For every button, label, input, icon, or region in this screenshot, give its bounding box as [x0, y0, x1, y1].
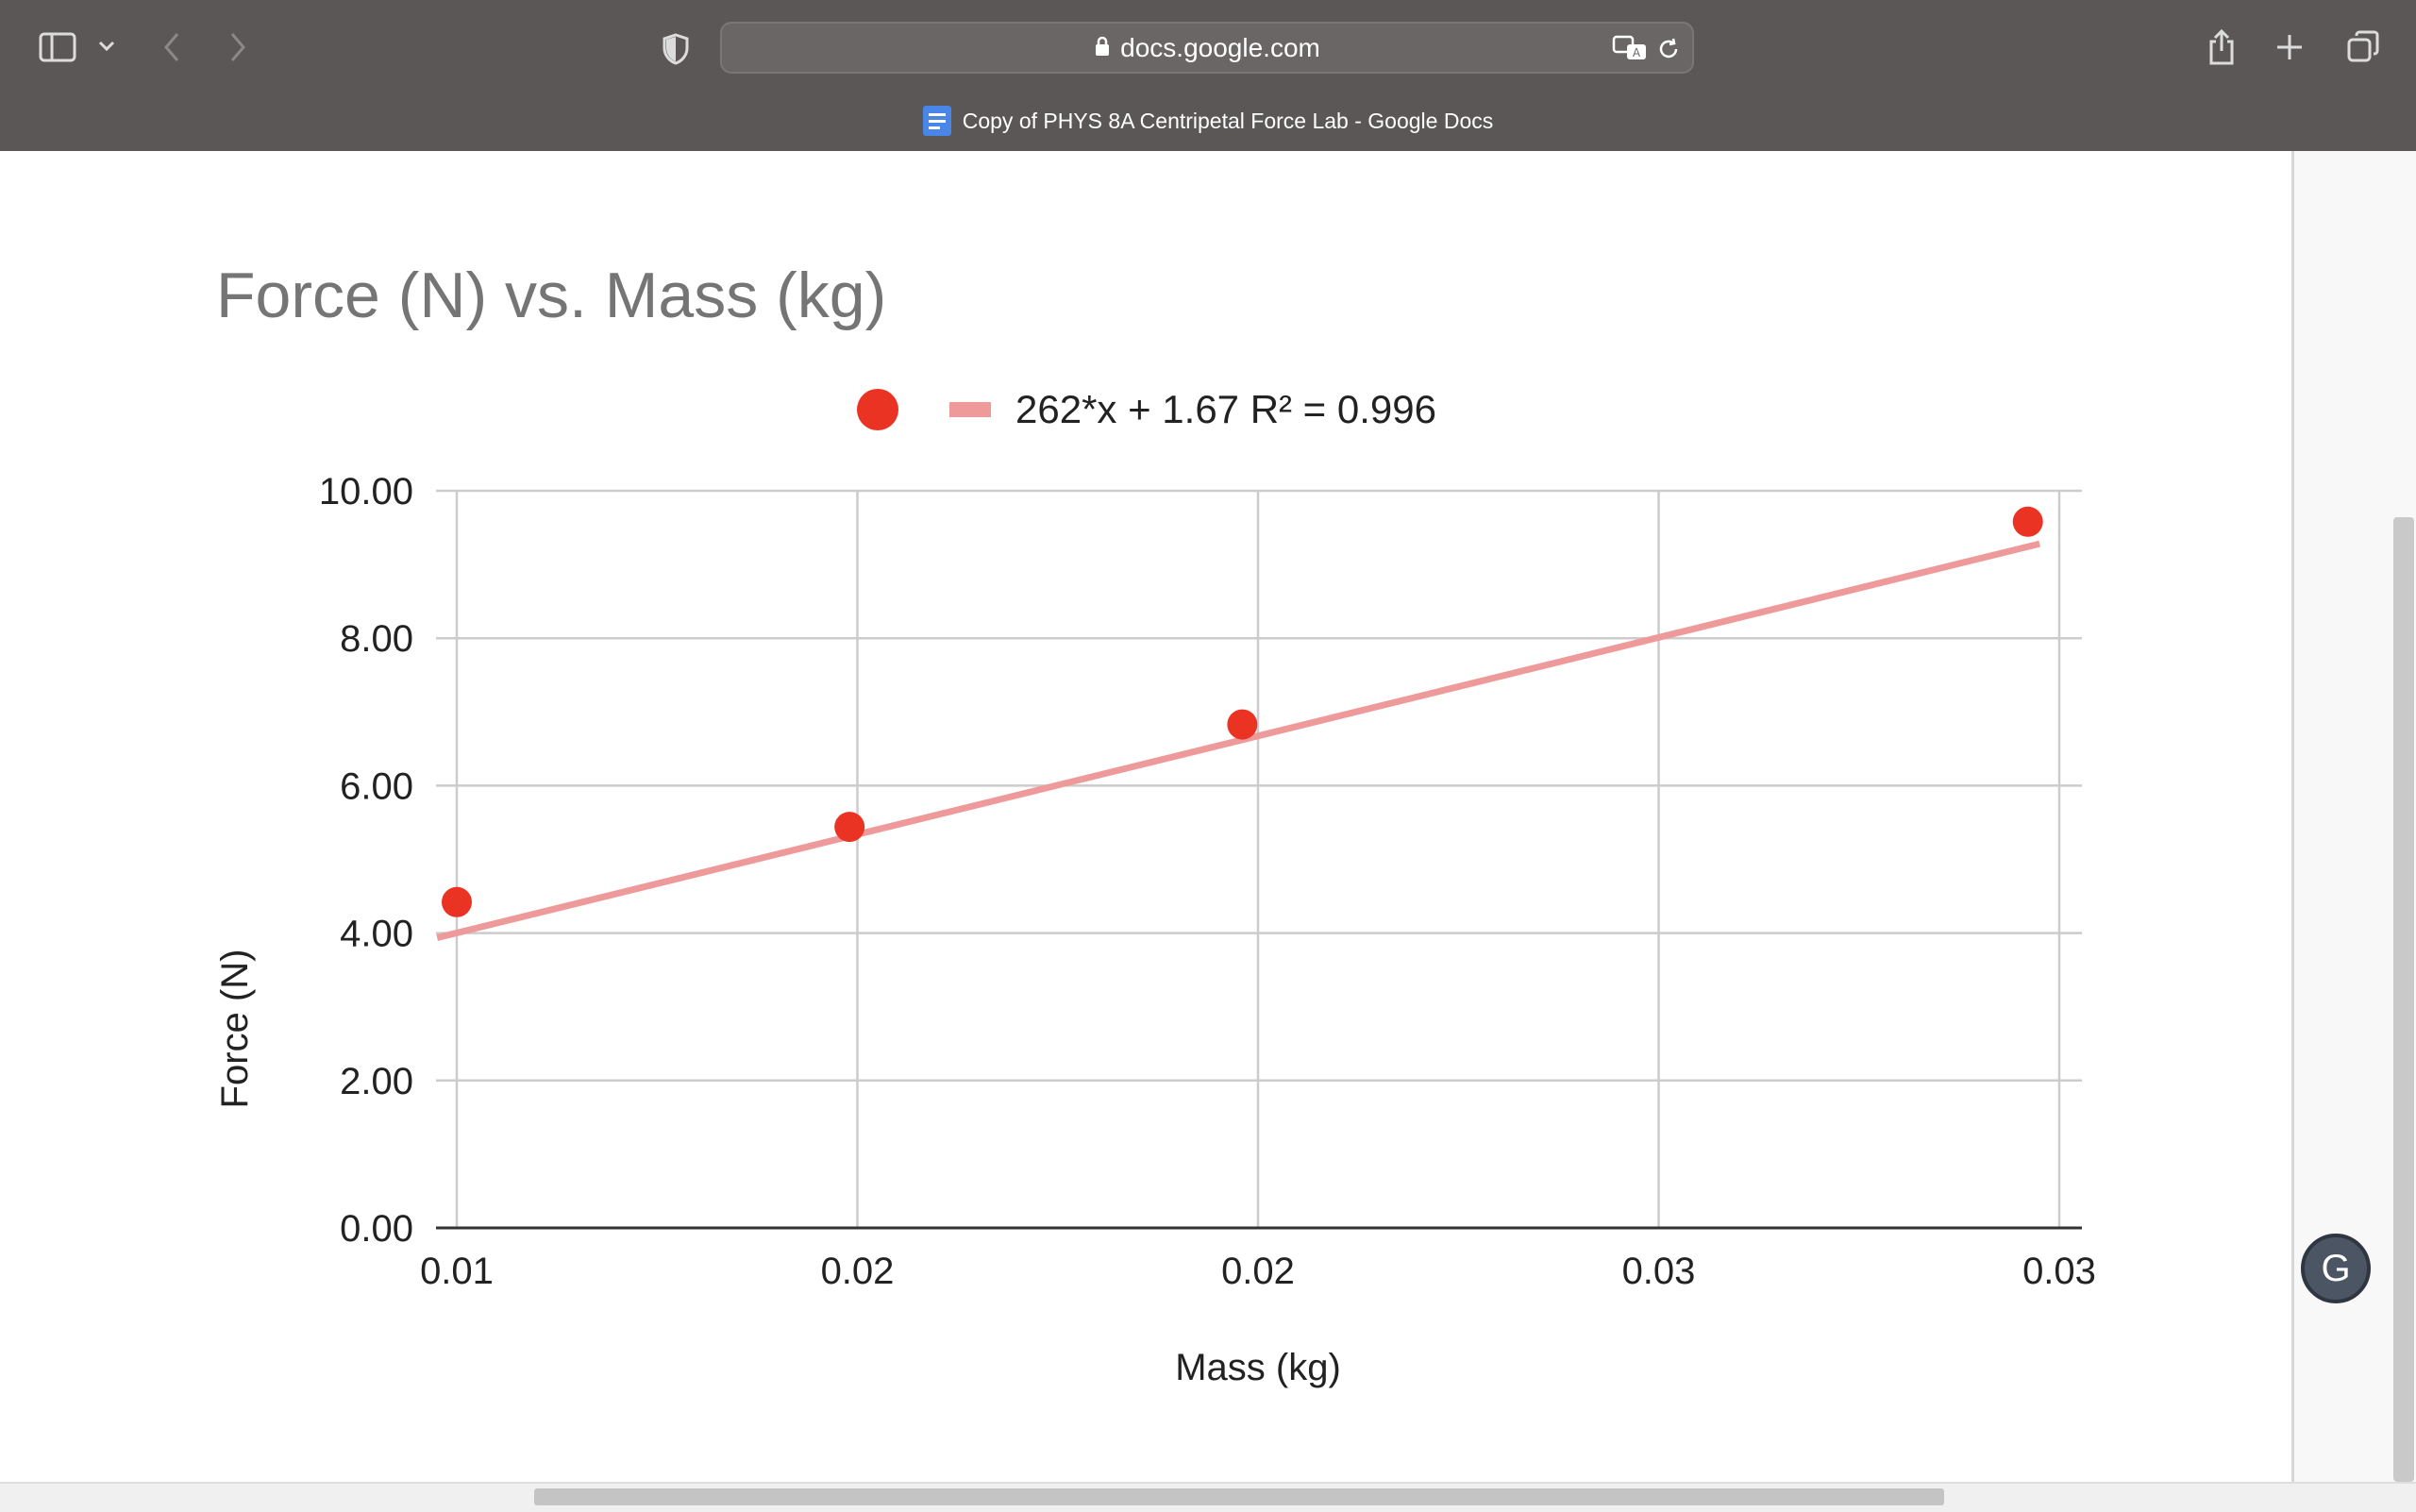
chart: Force (N) vs. Mass (kg) 262*x + 1.67 R² …	[214, 260, 2096, 1388]
legend-label: 262*x + 1.67 R² = 0.996	[1015, 387, 1436, 431]
x-tick-label: 0.03	[1622, 1251, 1696, 1292]
vertical-scrollbar[interactable]	[2393, 517, 2414, 1482]
y-tick-label: 8.00	[340, 618, 413, 660]
shield-icon[interactable]	[657, 30, 695, 68]
chevron-down-icon[interactable]	[94, 34, 119, 59]
data-point	[2012, 506, 2043, 537]
y-tick-label: 4.00	[340, 914, 413, 955]
legend-point-marker	[857, 389, 898, 430]
plus-icon[interactable]	[2273, 30, 2307, 64]
tab-title-text: Copy of PHYS 8A Centripetal Force Lab - …	[962, 108, 1494, 133]
chevron-left-icon[interactable]	[155, 28, 189, 66]
y-axis-ticks: 0.00 2.00 4.00 6.00 8.00 10.00	[319, 471, 413, 1250]
reload-icon[interactable]	[1654, 35, 1683, 63]
x-tick-label: 0.03	[2022, 1251, 2096, 1292]
address-text: docs.google.com	[722, 24, 1692, 72]
grammarly-icon[interactable]: G	[2301, 1234, 2371, 1303]
browser-toolbar: docs.google.com A Copy of PHYS 8A Centri…	[0, 0, 2416, 153]
lock-icon	[1094, 33, 1111, 63]
trendline	[436, 540, 2041, 941]
data-point	[442, 886, 472, 917]
y-tick-label: 2.00	[340, 1061, 413, 1102]
data-point	[1227, 709, 1258, 740]
share-icon[interactable]	[2205, 26, 2239, 68]
translate-icon[interactable]: A	[1611, 33, 1649, 63]
data-point	[834, 812, 865, 843]
chevron-right-icon[interactable]	[221, 28, 255, 66]
y-axis-label: Force (N)	[214, 949, 256, 1109]
horizontal-scrollbar[interactable]	[534, 1488, 1944, 1505]
url-text: docs.google.com	[1120, 32, 1320, 62]
trendline-group	[436, 540, 2041, 941]
google-docs-icon	[922, 106, 951, 136]
document-page	[0, 151, 2291, 1482]
x-axis-label: Mass (kg)	[1175, 1347, 1341, 1388]
legend-trendline-marker	[949, 402, 991, 417]
y-tick-label: 6.00	[340, 765, 413, 807]
address-bar[interactable]: docs.google.com A	[720, 22, 1694, 74]
legend: 262*x + 1.67 R² = 0.996	[857, 387, 1436, 431]
y-tick-label: 0.00	[340, 1208, 413, 1250]
svg-text:A: A	[1633, 46, 1641, 59]
x-tick-label: 0.01	[420, 1251, 494, 1292]
points-group	[442, 506, 2043, 917]
tabs-icon[interactable]	[2344, 28, 2382, 66]
active-tab[interactable]: Copy of PHYS 8A Centripetal Force Lab - …	[0, 106, 2416, 136]
horizontal-scrollbar-track	[0, 1482, 2416, 1512]
chart-title: Force (N) vs. Mass (kg)	[216, 260, 886, 331]
x-axis-ticks: 0.01 0.02 0.02 0.03 0.03	[420, 1251, 2096, 1292]
x-tick-label: 0.02	[1221, 1251, 1295, 1292]
grid	[436, 489, 2082, 1228]
y-tick-label: 10.00	[319, 471, 413, 512]
sidebar-icon[interactable]	[34, 28, 81, 66]
x-tick-label: 0.02	[821, 1251, 895, 1292]
